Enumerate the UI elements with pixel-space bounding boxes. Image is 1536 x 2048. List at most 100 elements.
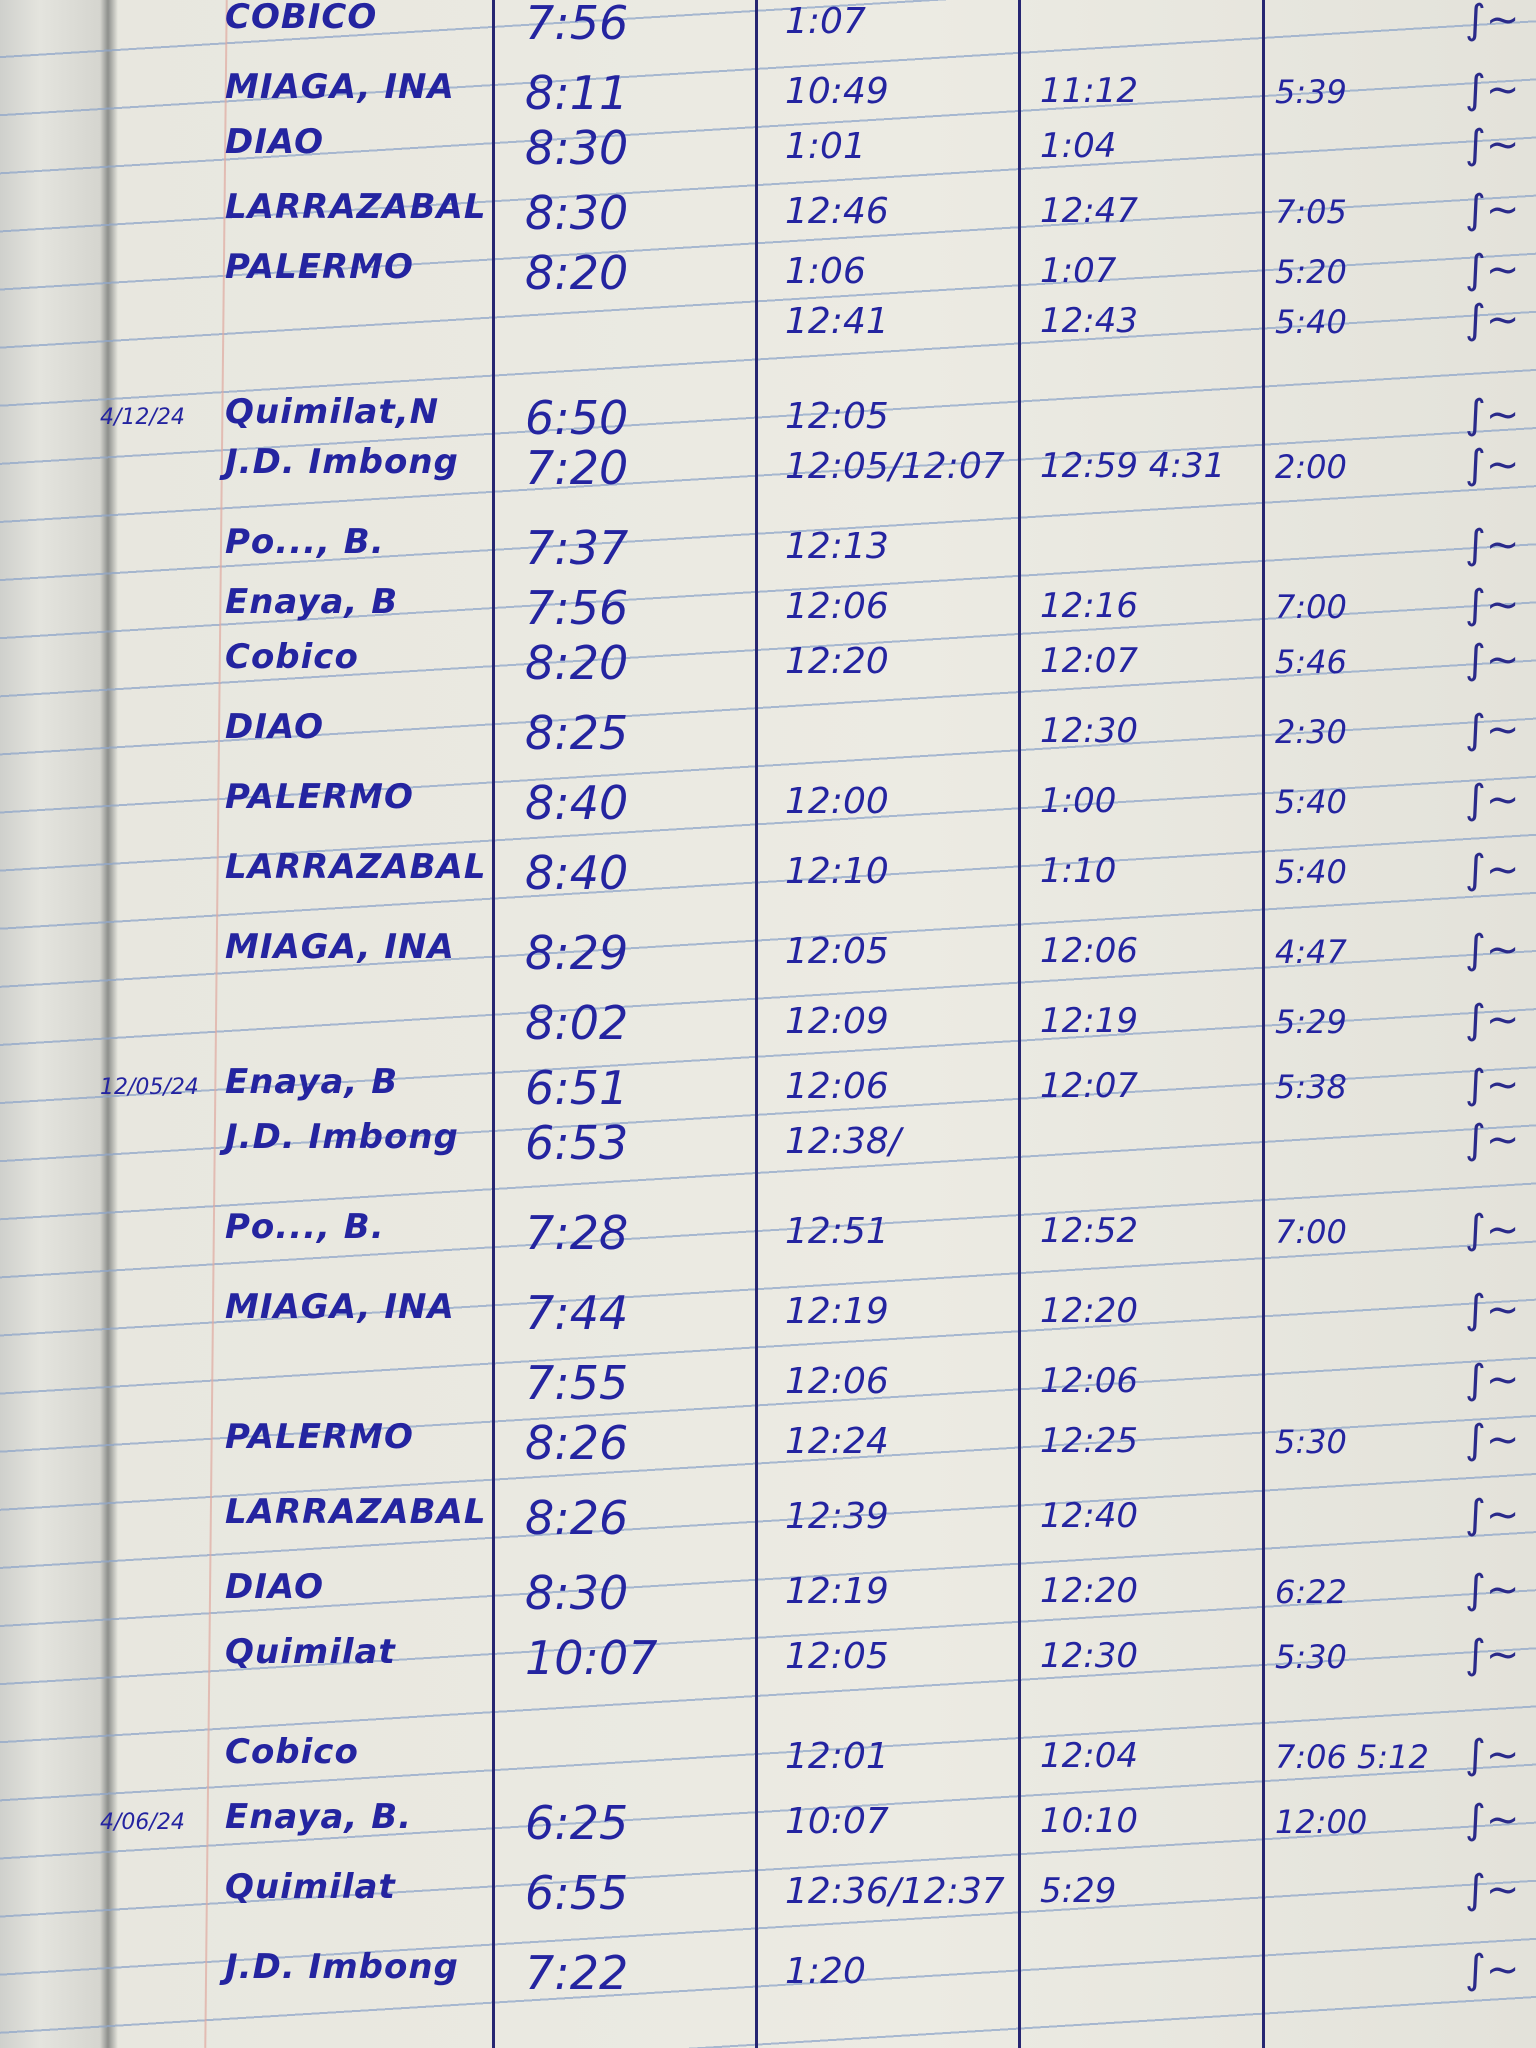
log-row: 12/05/24 Enaya, B 6:51 12:06 12:07 5:38 ∫~: [0, 1065, 1536, 1115]
time-in-am: 8:40: [525, 776, 629, 830]
log-row: DIAO 8:25 12:30 2:30 ∫~: [0, 710, 1536, 760]
time-out-pm: 5:29: [1275, 1003, 1347, 1041]
time-in-am: 8:25: [525, 706, 629, 760]
time-in-pm: 12:04: [1040, 1736, 1138, 1776]
log-row: PALERMO 8:26 12:24 12:25 5:30 ∫~: [0, 1420, 1536, 1470]
time-in-am: 8:30: [525, 186, 629, 240]
signature-scribble: ∫~: [1465, 1567, 1520, 1613]
log-row: PALERMO 8:20 1:06 1:07 5:20 ∫~: [0, 250, 1536, 300]
time-in-pm: 12:07: [1040, 641, 1138, 681]
row-date: 4/06/24: [100, 1810, 185, 1835]
employee-name: MIAGA, INA: [225, 67, 455, 107]
signature-scribble: ∫~: [1465, 847, 1520, 893]
log-row: 4/12/24 Quimilat,N 6:50 12:05 ∫~: [0, 395, 1536, 445]
row-date: 4/12/24: [100, 405, 185, 430]
time-out-pm: 2:30: [1275, 713, 1347, 751]
time-out-pm: 5:40: [1275, 303, 1347, 341]
employee-name: J.D. Imbong: [225, 1947, 459, 1987]
time-in-am: 7:44: [525, 1286, 629, 1340]
time-in-am: 10:07: [525, 1631, 658, 1685]
time-in-am: 7:28: [525, 1206, 629, 1260]
time-in-am: 8:40: [525, 846, 629, 900]
time-out-pm: 5:38: [1275, 1068, 1347, 1106]
log-row: J.D. Imbong 6:53 12:38/∫~: [0, 1120, 1536, 1170]
employee-name: LARRAZABAL: [225, 847, 487, 887]
time-out-pm: 7:00: [1275, 1213, 1347, 1251]
time-out-pm: 4:47: [1275, 933, 1347, 971]
column-divider: [1018, 0, 1021, 2048]
signature-scribble: ∫~: [1465, 1117, 1520, 1163]
time-in-pm: 12:30: [1040, 1636, 1138, 1676]
employee-name: Quimilat: [225, 1867, 396, 1907]
signature-scribble: ∫~: [1465, 1797, 1520, 1843]
log-row: PALERMO 8:40 12:00 1:00 5:40 ∫~: [0, 780, 1536, 830]
time-out-pm: 6:22: [1275, 1573, 1347, 1611]
employee-name: PALERMO: [225, 247, 414, 287]
signature-scribble: ∫~: [1465, 187, 1520, 233]
time-out-am: 12:41: [785, 301, 889, 342]
time-in-am: 6:55: [525, 1866, 629, 1920]
signature-scribble: ∫~: [1465, 582, 1520, 628]
time-in-pm: 1:10: [1040, 851, 1117, 891]
employee-name: J.D. Imbong: [225, 442, 459, 482]
time-out-pm: 5:20: [1275, 253, 1347, 291]
log-row: J.D. Imbong 7:22 1:20 ∫~: [0, 1950, 1536, 2000]
time-out-am: 12:46: [785, 191, 889, 232]
time-in-pm: 12:25: [1040, 1421, 1138, 1461]
time-out-am: 12:39: [785, 1496, 889, 1537]
time-in-pm: 1:07: [1040, 251, 1117, 291]
employee-name: Po..., B.: [225, 1207, 385, 1247]
log-row: LARRAZABAL 8:30 12:46 12:47 7:05 ∫~: [0, 190, 1536, 240]
time-in-am: 8:26: [525, 1491, 629, 1545]
time-out-am: 12:20: [785, 641, 889, 682]
signature-scribble: ∫~: [1465, 1357, 1520, 1403]
time-out-am: 12:05: [785, 931, 889, 972]
signature-scribble: ∫~: [1465, 0, 1520, 43]
time-out-am: 12:05: [785, 396, 889, 437]
time-out-am: 12:13: [785, 526, 889, 567]
time-in-pm: 12:30: [1040, 711, 1138, 751]
time-in-am: 8:29: [525, 926, 629, 980]
time-in-pm: 12:16: [1040, 586, 1138, 626]
time-in-pm: 12:19: [1040, 1001, 1138, 1041]
time-out-am: 12:38/: [785, 1121, 901, 1162]
employee-name: Enaya, B.: [225, 1797, 413, 1837]
time-in-am: 8:20: [525, 636, 629, 690]
log-row: Enaya, B 7:56 12:06 12:16 7:00 ∫~: [0, 585, 1536, 635]
log-row: Po..., B. 7:37 12:13 ∫~: [0, 525, 1536, 575]
time-in-am: 7:55: [525, 1356, 629, 1410]
time-out-pm: 5:46: [1275, 643, 1347, 681]
time-out-am: 10:07: [785, 1801, 889, 1842]
time-in-am: 8:20: [525, 246, 629, 300]
column-divider: [1262, 0, 1265, 2048]
signature-scribble: ∫~: [1465, 392, 1520, 438]
time-in-am: 8:11: [525, 66, 629, 120]
log-row: LARRAZABAL 8:40 12:10 1:10 5:40 ∫~: [0, 850, 1536, 900]
time-in-pm: 11:12: [1040, 71, 1138, 111]
time-out-am: 1:07: [785, 1, 866, 42]
log-row: DIAO 8:30 12:19 12:20 6:22 ∫~: [0, 1570, 1536, 1620]
time-out-am: 12:06: [785, 586, 889, 627]
time-in-pm: 1:04: [1040, 126, 1117, 166]
time-out-pm: 5:39: [1275, 73, 1347, 111]
time-out-am: 12:10: [785, 851, 889, 892]
time-in-pm: 12:07: [1040, 1066, 1138, 1106]
time-in-am: 6:50: [525, 391, 629, 445]
time-out-am: 1:06: [785, 251, 866, 292]
time-in-pm: 1:00: [1040, 781, 1117, 821]
log-row: LARRAZABAL 8:26 12:39 12:40 ∫~: [0, 1495, 1536, 1545]
time-out-am: 12:05: [785, 1636, 889, 1677]
signature-scribble: ∫~: [1465, 1492, 1520, 1538]
employee-name: COBICO: [225, 0, 378, 37]
time-out-pm: 5:30: [1275, 1423, 1347, 1461]
time-out-pm: 12:00: [1275, 1803, 1368, 1841]
employee-name: PALERMO: [225, 777, 414, 817]
time-out-pm: 7:06 5:12: [1275, 1738, 1429, 1776]
time-in-am: 7:56: [525, 0, 629, 50]
employee-name: MIAGA, INA: [225, 927, 455, 967]
signature-scribble: ∫~: [1465, 1207, 1520, 1253]
time-in-pm: 12:06: [1040, 931, 1138, 971]
time-in-am: 7:56: [525, 581, 629, 635]
signature-scribble: ∫~: [1465, 1867, 1520, 1913]
log-row: MIAGA, INA 8:11 10:49 11:12 5:39 ∫~: [0, 70, 1536, 120]
